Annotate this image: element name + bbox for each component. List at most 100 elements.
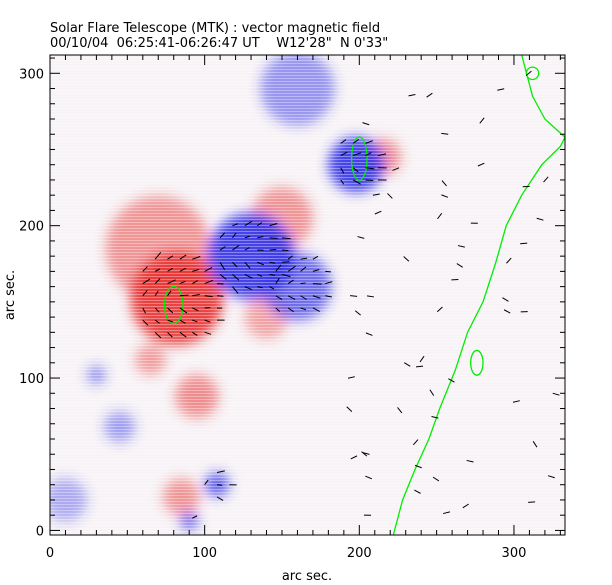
field-vector — [312, 255, 319, 260]
field-vector — [275, 264, 282, 272]
plot-area — [50, 55, 565, 535]
field-vector — [387, 193, 393, 199]
field-vector — [154, 307, 160, 313]
field-vector — [154, 290, 159, 297]
field-vector — [365, 140, 374, 144]
field-vector — [300, 266, 307, 272]
field-vector — [536, 217, 544, 221]
field-vector — [462, 503, 469, 509]
field-vector — [219, 274, 227, 280]
field-vector — [256, 222, 263, 227]
field-vector — [257, 273, 263, 277]
field-vector — [269, 248, 277, 251]
field-vector — [340, 179, 345, 185]
contour-loop — [163, 285, 184, 325]
field-vector — [300, 295, 307, 300]
x-tick-label: 100 — [192, 546, 217, 561]
field-vector — [216, 295, 224, 297]
field-vector — [441, 180, 447, 187]
field-vector — [365, 332, 373, 336]
field-vector — [154, 268, 161, 272]
field-vector — [167, 255, 174, 260]
field-vector — [532, 441, 538, 448]
field-vector — [204, 266, 213, 272]
field-vector — [179, 319, 186, 324]
field-vector — [167, 319, 174, 323]
chart-title: Solar Flare Telescope (MTK) : vector mag… — [50, 21, 380, 36]
field-vector — [179, 294, 189, 297]
field-vector — [232, 274, 240, 281]
field-vector — [142, 307, 146, 314]
field-vector — [192, 256, 201, 260]
field-vector — [506, 257, 512, 264]
field-vector — [275, 295, 283, 300]
field-vector — [244, 235, 250, 239]
field-vector — [287, 295, 296, 300]
x-axis-label: arc sec. — [282, 569, 332, 584]
field-vector — [204, 295, 213, 298]
field-vector — [244, 220, 253, 227]
y-tick-label: 200 — [19, 220, 44, 235]
field-vector — [167, 331, 173, 338]
field-vector — [502, 297, 509, 302]
field-vector — [366, 295, 375, 298]
field-vector — [346, 406, 353, 412]
y-tick-label: 100 — [19, 372, 44, 387]
field-vector — [192, 280, 199, 285]
field-vector — [372, 193, 380, 196]
field-vector — [192, 515, 198, 519]
field-vector — [432, 476, 440, 482]
field-vector — [192, 268, 200, 272]
field-vector — [244, 261, 251, 269]
field-vector — [347, 376, 355, 379]
y-axis-label: arc sec. — [3, 270, 18, 320]
x-tick-label: 0 — [46, 546, 54, 561]
field-vector — [257, 236, 264, 239]
field-vector — [520, 242, 528, 245]
field-vector — [528, 501, 536, 503]
field-vector — [325, 295, 332, 298]
field-vector — [154, 278, 161, 284]
field-vector — [216, 496, 224, 501]
field-vector — [232, 223, 238, 227]
field-vector — [287, 307, 295, 313]
field-vector — [414, 489, 421, 494]
field-vector — [431, 416, 439, 419]
field-vector — [179, 307, 188, 314]
field-vector — [232, 261, 238, 268]
field-vector — [352, 167, 359, 173]
field-vector — [340, 167, 345, 174]
field-vector — [300, 307, 307, 311]
field-vector — [204, 319, 211, 323]
field-vector — [142, 290, 148, 297]
field-vector — [179, 267, 186, 272]
field-vector — [287, 279, 294, 284]
contour-loop — [470, 349, 484, 376]
field-vector — [479, 117, 485, 124]
field-vector — [269, 261, 276, 264]
field-vector — [312, 268, 320, 272]
y-tick-label: 300 — [19, 67, 44, 82]
field-vector — [216, 484, 223, 486]
field-vector — [354, 310, 361, 316]
field-vector — [192, 307, 199, 312]
field-vector — [179, 254, 187, 260]
field-vector — [547, 475, 555, 479]
field-vector — [204, 331, 212, 335]
x-tick-label: 300 — [502, 546, 527, 561]
field-vector — [142, 278, 151, 284]
field-vector — [340, 151, 348, 157]
field-vector — [497, 88, 505, 91]
field-vector — [287, 255, 293, 260]
field-vector — [466, 459, 474, 463]
field-vector — [142, 266, 148, 272]
neutral-line-contour — [392, 55, 565, 535]
field-vector — [325, 270, 331, 273]
field-vector — [361, 451, 368, 457]
field-vector — [443, 511, 451, 515]
field-vector — [257, 286, 263, 289]
field-vector — [448, 378, 455, 383]
field-vector — [269, 286, 275, 290]
field-vector — [204, 479, 209, 486]
